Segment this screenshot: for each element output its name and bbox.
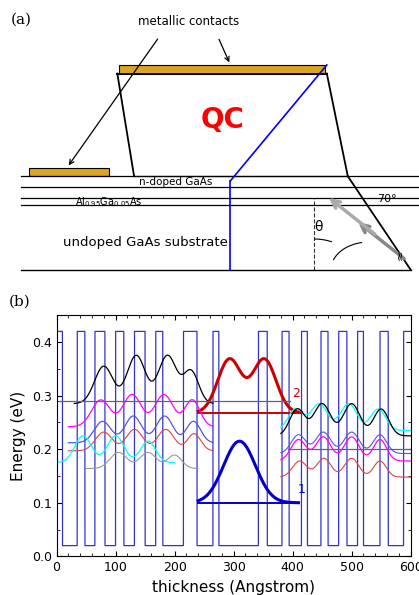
- Text: n-doped GaAs: n-doped GaAs: [139, 177, 213, 187]
- Text: $\approx$: $\approx$: [393, 250, 407, 264]
- Y-axis label: Energy (eV): Energy (eV): [11, 391, 26, 481]
- Bar: [29, 168, 109, 176]
- Text: (a): (a): [10, 12, 31, 26]
- Text: metallic contacts: metallic contacts: [138, 15, 239, 27]
- Bar: [119, 65, 325, 74]
- X-axis label: thickness (Angstrom): thickness (Angstrom): [152, 580, 315, 595]
- Text: Al$_{0.95}$Ga$_{0.05}$As: Al$_{0.95}$Ga$_{0.05}$As: [75, 195, 143, 208]
- Text: 2: 2: [292, 387, 300, 400]
- Text: QC: QC: [200, 105, 244, 133]
- Text: (b): (b): [9, 295, 31, 309]
- Text: 70°: 70°: [377, 194, 397, 204]
- Text: undoped GaAs substrate: undoped GaAs substrate: [63, 236, 228, 249]
- Text: θ: θ: [314, 220, 323, 234]
- Text: 1: 1: [297, 483, 305, 496]
